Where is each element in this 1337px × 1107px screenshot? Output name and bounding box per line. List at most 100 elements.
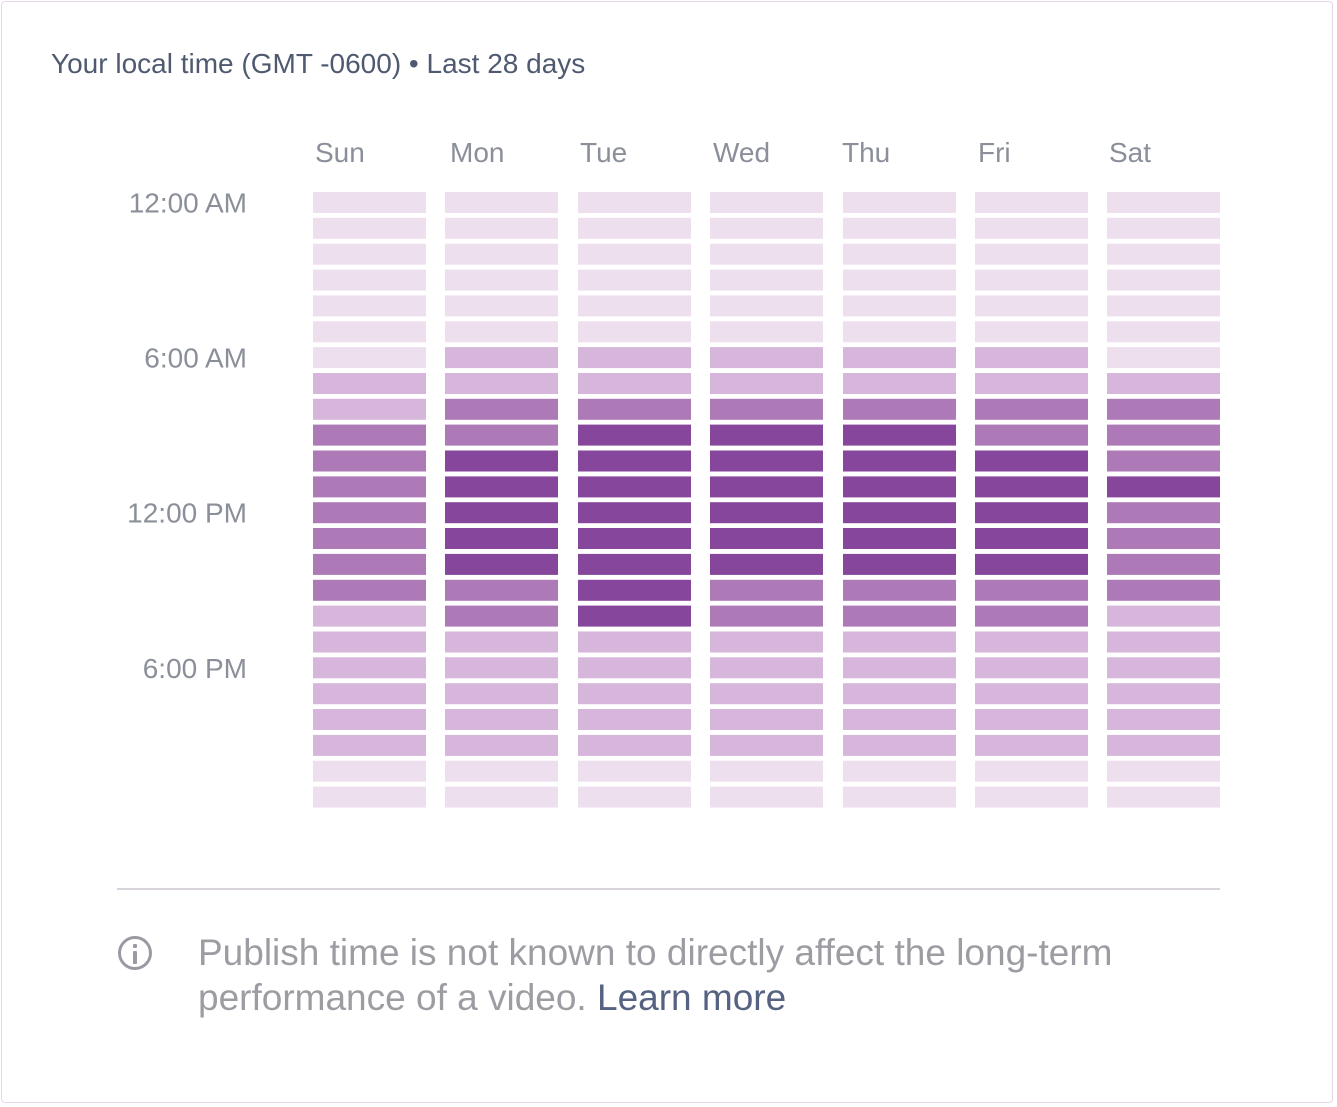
heatmap-cell[interactable]: [578, 398, 691, 420]
heatmap-cell[interactable]: [1107, 553, 1220, 575]
heatmap-cell[interactable]: [1107, 424, 1220, 446]
heatmap-cell[interactable]: [1107, 502, 1220, 524]
heatmap-cell[interactable]: [578, 528, 691, 549]
heatmap-cell[interactable]: [975, 321, 1088, 343]
heatmap-cell[interactable]: [445, 295, 558, 317]
heatmap-cell[interactable]: [975, 217, 1088, 239]
heatmap-cell[interactable]: [313, 243, 426, 265]
heatmap-cell[interactable]: [445, 579, 558, 601]
heatmap-cell[interactable]: [710, 528, 823, 549]
heatmap-cell[interactable]: [843, 373, 956, 394]
heatmap-cell[interactable]: [313, 373, 426, 394]
heatmap-cell[interactable]: [445, 709, 558, 730]
heatmap-cell[interactable]: [975, 657, 1088, 679]
heatmap-cell[interactable]: [445, 192, 558, 213]
heatmap-cell[interactable]: [445, 786, 558, 808]
heatmap-cell[interactable]: [710, 605, 823, 627]
heatmap-cell[interactable]: [975, 786, 1088, 808]
heatmap-cell[interactable]: [975, 528, 1088, 549]
heatmap-cell[interactable]: [313, 579, 426, 601]
heatmap-cell[interactable]: [578, 502, 691, 524]
heatmap-cell[interactable]: [975, 631, 1088, 653]
heatmap-cell[interactable]: [843, 450, 956, 472]
heatmap-cell[interactable]: [445, 347, 558, 369]
heatmap-cell[interactable]: [445, 734, 558, 756]
heatmap-cell[interactable]: [710, 502, 823, 524]
heatmap-cell[interactable]: [313, 734, 426, 756]
heatmap-cell[interactable]: [578, 347, 691, 369]
heatmap-cell[interactable]: [975, 373, 1088, 394]
heatmap-cell[interactable]: [445, 631, 558, 653]
heatmap-cell[interactable]: [313, 476, 426, 498]
heatmap-cell[interactable]: [975, 709, 1088, 730]
heatmap-cell[interactable]: [445, 553, 558, 575]
heatmap-cell[interactable]: [975, 760, 1088, 782]
heatmap-cell[interactable]: [1107, 450, 1220, 472]
heatmap-cell[interactable]: [445, 269, 558, 291]
heatmap-cell[interactable]: [710, 295, 823, 317]
heatmap-cell[interactable]: [313, 528, 426, 549]
heatmap-cell[interactable]: [578, 243, 691, 265]
heatmap-cell[interactable]: [313, 605, 426, 627]
heatmap-cell[interactable]: [1107, 657, 1220, 679]
heatmap-cell[interactable]: [445, 476, 558, 498]
heatmap-cell[interactable]: [843, 502, 956, 524]
heatmap-cell[interactable]: [313, 217, 426, 239]
heatmap-cell[interactable]: [578, 605, 691, 627]
heatmap-cell[interactable]: [843, 683, 956, 705]
heatmap-cell[interactable]: [843, 243, 956, 265]
heatmap-cell[interactable]: [843, 321, 956, 343]
heatmap-cell[interactable]: [313, 398, 426, 420]
heatmap-cell[interactable]: [843, 553, 956, 575]
heatmap-cell[interactable]: [313, 760, 426, 782]
heatmap-cell[interactable]: [445, 528, 558, 549]
heatmap-cell[interactable]: [710, 217, 823, 239]
heatmap-cell[interactable]: [578, 321, 691, 343]
heatmap-cell[interactable]: [843, 709, 956, 730]
heatmap-cell[interactable]: [445, 321, 558, 343]
heatmap-cell[interactable]: [843, 347, 956, 369]
heatmap-cell[interactable]: [313, 424, 426, 446]
heatmap-cell[interactable]: [843, 269, 956, 291]
heatmap-cell[interactable]: [578, 657, 691, 679]
heatmap-cell[interactable]: [975, 450, 1088, 472]
heatmap-cell[interactable]: [578, 476, 691, 498]
learn-more-link[interactable]: Learn more: [597, 977, 787, 1018]
heatmap-cell[interactable]: [313, 553, 426, 575]
heatmap-cell[interactable]: [445, 605, 558, 627]
heatmap-cell[interactable]: [710, 269, 823, 291]
heatmap-cell[interactable]: [975, 683, 1088, 705]
heatmap-cell[interactable]: [313, 631, 426, 653]
heatmap-cell[interactable]: [578, 269, 691, 291]
heatmap-cell[interactable]: [1107, 373, 1220, 394]
heatmap-cell[interactable]: [975, 605, 1088, 627]
heatmap-cell[interactable]: [1107, 295, 1220, 317]
heatmap-cell[interactable]: [313, 347, 426, 369]
heatmap-cell[interactable]: [1107, 786, 1220, 808]
heatmap-cell[interactable]: [843, 424, 956, 446]
heatmap-cell[interactable]: [710, 373, 823, 394]
heatmap-cell[interactable]: [578, 683, 691, 705]
heatmap-cell[interactable]: [578, 786, 691, 808]
heatmap-cell[interactable]: [843, 605, 956, 627]
heatmap-cell[interactable]: [578, 709, 691, 730]
heatmap-cell[interactable]: [710, 709, 823, 730]
heatmap-cell[interactable]: [843, 579, 956, 601]
heatmap-cell[interactable]: [445, 502, 558, 524]
heatmap-cell[interactable]: [1107, 347, 1220, 369]
heatmap-cell[interactable]: [578, 192, 691, 213]
heatmap-cell[interactable]: [445, 760, 558, 782]
heatmap-cell[interactable]: [710, 657, 823, 679]
heatmap-cell[interactable]: [975, 295, 1088, 317]
heatmap-cell[interactable]: [445, 373, 558, 394]
heatmap-cell[interactable]: [313, 786, 426, 808]
heatmap-cell[interactable]: [578, 217, 691, 239]
heatmap-cell[interactable]: [710, 476, 823, 498]
heatmap-cell[interactable]: [578, 734, 691, 756]
heatmap-cell[interactable]: [975, 398, 1088, 420]
heatmap-cell[interactable]: [710, 734, 823, 756]
heatmap-cell[interactable]: [1107, 217, 1220, 239]
heatmap-cell[interactable]: [578, 373, 691, 394]
heatmap-cell[interactable]: [710, 243, 823, 265]
heatmap-cell[interactable]: [445, 398, 558, 420]
